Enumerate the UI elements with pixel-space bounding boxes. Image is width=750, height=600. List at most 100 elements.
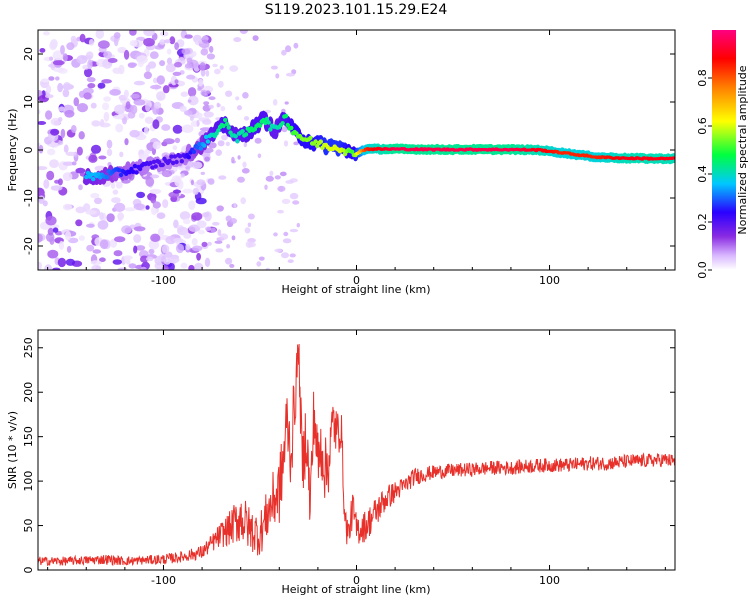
noise-speck xyxy=(136,191,146,199)
noise-speck xyxy=(187,99,192,103)
noise-speck xyxy=(196,179,206,186)
noise-speck xyxy=(204,257,211,267)
noise-speck xyxy=(174,79,179,84)
noise-speck xyxy=(225,215,232,222)
noise-speck xyxy=(200,171,205,175)
noise-speck xyxy=(114,104,126,115)
noise-speck xyxy=(44,264,53,270)
noise-speck xyxy=(287,259,294,263)
noise-speck xyxy=(57,257,67,268)
noise-speck xyxy=(60,128,66,139)
noise-speck xyxy=(172,124,183,134)
noise-speck xyxy=(52,267,61,270)
colorbar-label: Normalized spectral amplitude xyxy=(736,65,749,234)
ridge-cell xyxy=(341,148,346,153)
noise-speck xyxy=(269,170,274,176)
noise-speck xyxy=(205,226,212,231)
x-tick-label: -100 xyxy=(151,574,176,587)
ridge-cell xyxy=(263,120,268,126)
noise-speck xyxy=(63,82,71,91)
noise-speck xyxy=(117,46,127,54)
noise-speck xyxy=(277,209,284,214)
noise-speck xyxy=(248,242,256,248)
noise-speck xyxy=(49,159,59,169)
noise-speck xyxy=(279,171,287,177)
noise-speck xyxy=(289,192,299,200)
noise-speck xyxy=(117,212,124,221)
ridge-cell xyxy=(191,149,197,154)
ridge-cell xyxy=(131,169,136,174)
noise-speck xyxy=(203,101,210,106)
noise-speck xyxy=(285,45,292,53)
noise-speck xyxy=(70,35,77,43)
noise-speck xyxy=(293,141,299,146)
noise-speck xyxy=(185,243,191,250)
noise-speck xyxy=(87,83,96,89)
noise-speck xyxy=(146,256,154,262)
noise-speck xyxy=(161,170,173,178)
noise-speck xyxy=(143,37,155,47)
ridge-cell xyxy=(268,127,273,132)
noise-speck xyxy=(145,103,151,112)
noise-speck xyxy=(187,87,197,97)
noise-speck xyxy=(270,65,278,70)
x-tick-label: 0 xyxy=(353,274,360,287)
ridge-cell xyxy=(137,166,143,172)
noise-speck xyxy=(150,196,157,204)
noise-speck xyxy=(257,153,262,159)
noise-speck xyxy=(186,57,193,64)
noise-speck xyxy=(202,39,208,44)
ridge-cell xyxy=(318,139,323,144)
y-tick-label: 20 xyxy=(22,47,35,61)
noise-speck xyxy=(82,87,94,95)
ridge-cell xyxy=(177,154,183,159)
noise-speck xyxy=(217,80,224,88)
snr-panel: -100 0 100 0 50 100 150 200 250 Height of straig… xyxy=(6,329,676,596)
ridge-cell xyxy=(169,154,174,159)
colorbar-tick-label: 0.6 xyxy=(696,117,709,135)
noise-speck xyxy=(188,224,201,232)
noise-speck xyxy=(97,220,109,230)
noise-speck xyxy=(206,90,211,95)
noise-speck xyxy=(124,207,136,212)
noise-speck xyxy=(103,111,110,122)
noise-speck xyxy=(243,142,247,148)
noise-speck xyxy=(47,227,54,236)
noise-speck xyxy=(239,30,248,34)
noise-speck xyxy=(274,175,281,180)
noise-speck xyxy=(235,96,240,101)
noise-speck xyxy=(191,245,203,252)
noise-speck xyxy=(76,55,88,64)
noise-speck xyxy=(101,79,112,84)
ridge-cell xyxy=(179,159,184,164)
ridge-cell xyxy=(174,159,179,165)
noise-speck xyxy=(128,263,137,269)
noise-speck xyxy=(190,179,194,186)
noise-speck xyxy=(92,249,102,254)
noise-speck xyxy=(106,139,113,149)
noise-speck xyxy=(38,261,42,270)
noise-speck xyxy=(197,229,205,235)
noise-speck xyxy=(281,126,288,133)
noise-speck xyxy=(122,116,127,125)
noise-speck xyxy=(45,215,57,226)
ridge-cell xyxy=(205,139,211,144)
noise-speck xyxy=(201,241,208,247)
noise-speck xyxy=(196,252,202,261)
noise-speck xyxy=(38,166,48,171)
noise-speck xyxy=(254,137,262,144)
noise-speck xyxy=(159,31,169,37)
noise-speck xyxy=(225,257,233,265)
noise-speck xyxy=(153,101,162,109)
noise-speck xyxy=(252,35,259,41)
noise-speck xyxy=(203,111,214,118)
noise-speck xyxy=(64,110,75,118)
noise-speck xyxy=(150,84,162,90)
noise-speck xyxy=(103,51,112,59)
noise-speck xyxy=(281,252,289,259)
noise-speck xyxy=(285,72,295,77)
noise-speck xyxy=(140,255,149,263)
noise-speck xyxy=(273,232,278,237)
noise-speck xyxy=(62,172,73,182)
